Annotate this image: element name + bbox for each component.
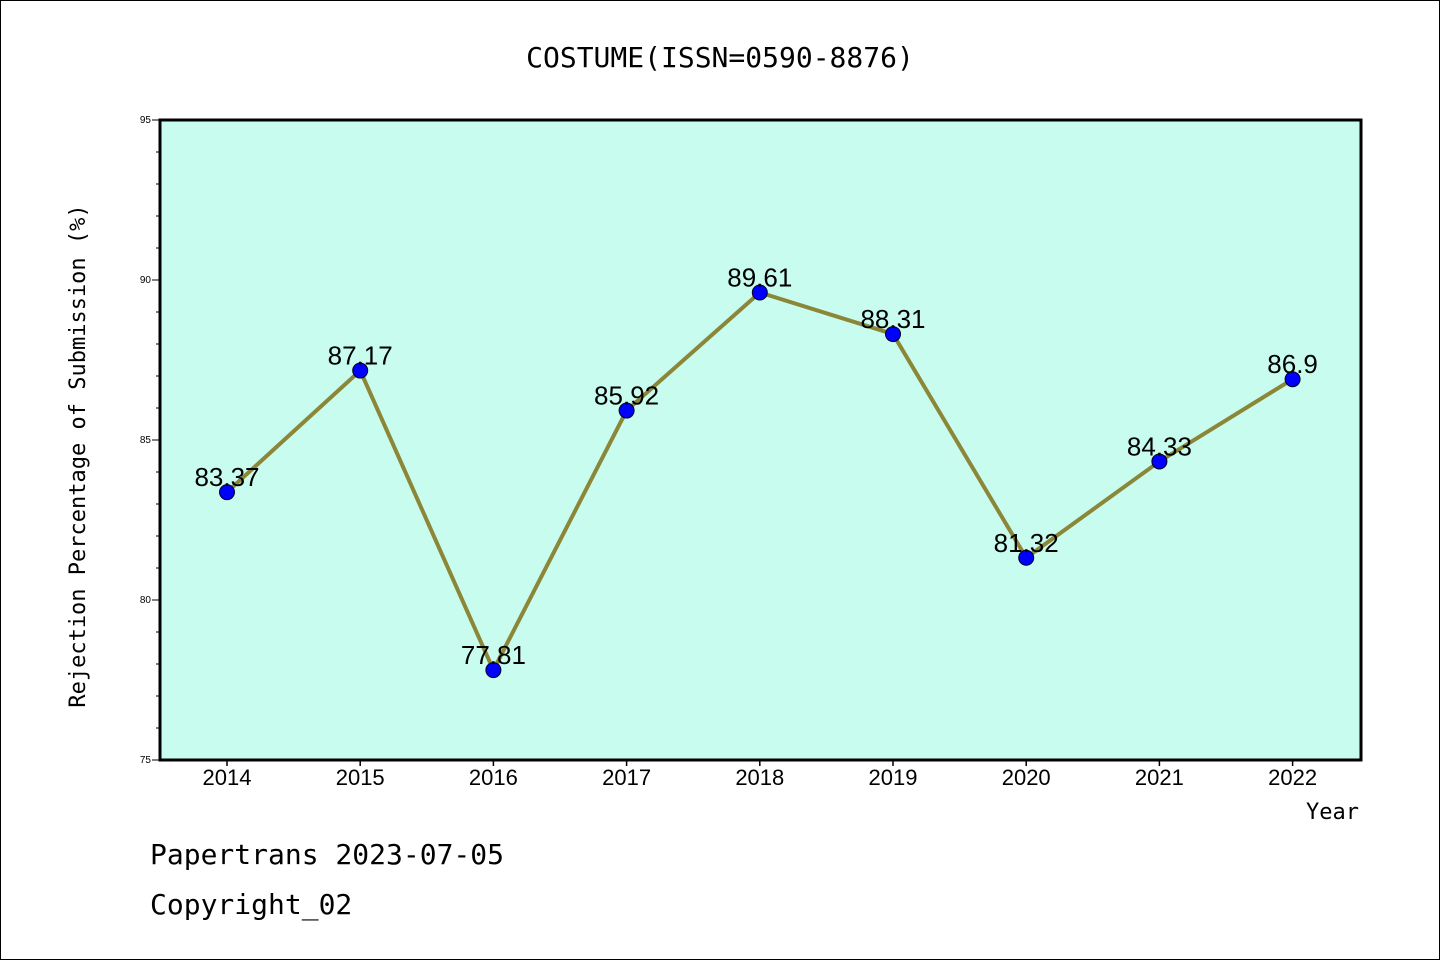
chart-title: COSTUME(ISSN=0590-8876) [526, 41, 914, 74]
data-point [219, 484, 235, 501]
plot-area [160, 120, 1361, 760]
data-label: 88.31 [860, 304, 925, 334]
x-tick-label: 2015 [336, 765, 385, 790]
y-tick-label: 75 [140, 755, 152, 766]
data-point [618, 402, 635, 419]
x-tick-label: 2016 [469, 765, 518, 790]
data-label: 85.92 [594, 381, 659, 411]
data-point [1151, 453, 1168, 470]
x-axis-label: Year [1306, 800, 1359, 825]
data-points [219, 284, 1301, 679]
data-point [485, 662, 502, 679]
data-label: 84.33 [1127, 431, 1192, 461]
footer-credit: Papertrans 2023-07-05 [150, 838, 504, 871]
data-point [1284, 371, 1301, 388]
x-tick-label: 2019 [869, 765, 918, 790]
data-label: 83.37 [194, 462, 259, 492]
data-label: 77.81 [461, 640, 526, 670]
data-point [352, 362, 369, 379]
data-label: 87.17 [328, 341, 393, 371]
x-tick-label: 2014 [203, 765, 252, 790]
x-tick-label: 2022 [1268, 765, 1317, 790]
x-tick-label: 2017 [602, 765, 651, 790]
x-tick-label: 2021 [1135, 765, 1184, 790]
y-tick-label: 90 [140, 275, 152, 286]
x-axis: 2014 2015 2016 2017 2018 2019 2020 2021 2022 [203, 760, 1317, 790]
x-tick-label: 2018 [735, 765, 784, 790]
y-tick-label: 95 [140, 115, 152, 126]
y-axis: 75 80 85 90 95 [140, 115, 160, 766]
y-tick-label: 85 [140, 435, 152, 446]
data-point [751, 284, 768, 301]
data-point [885, 326, 901, 343]
footer-copyright: Copyright_02 [150, 888, 352, 922]
data-point [1018, 549, 1035, 566]
data-label: 86.9 [1267, 349, 1318, 379]
data-label: 81.32 [994, 528, 1059, 558]
data-labels: 83.37 87.17 77.81 85.92 89.61 88.31 81.32 84.33… [194, 262, 1317, 670]
data-label: 89.61 [727, 262, 792, 292]
x-tick-label: 2020 [1002, 765, 1051, 790]
y-tick-label: 80 [140, 595, 152, 606]
y-axis-label: Rejection Percentage of Submission (%) [66, 204, 91, 707]
plot-border [158, 118, 1363, 762]
